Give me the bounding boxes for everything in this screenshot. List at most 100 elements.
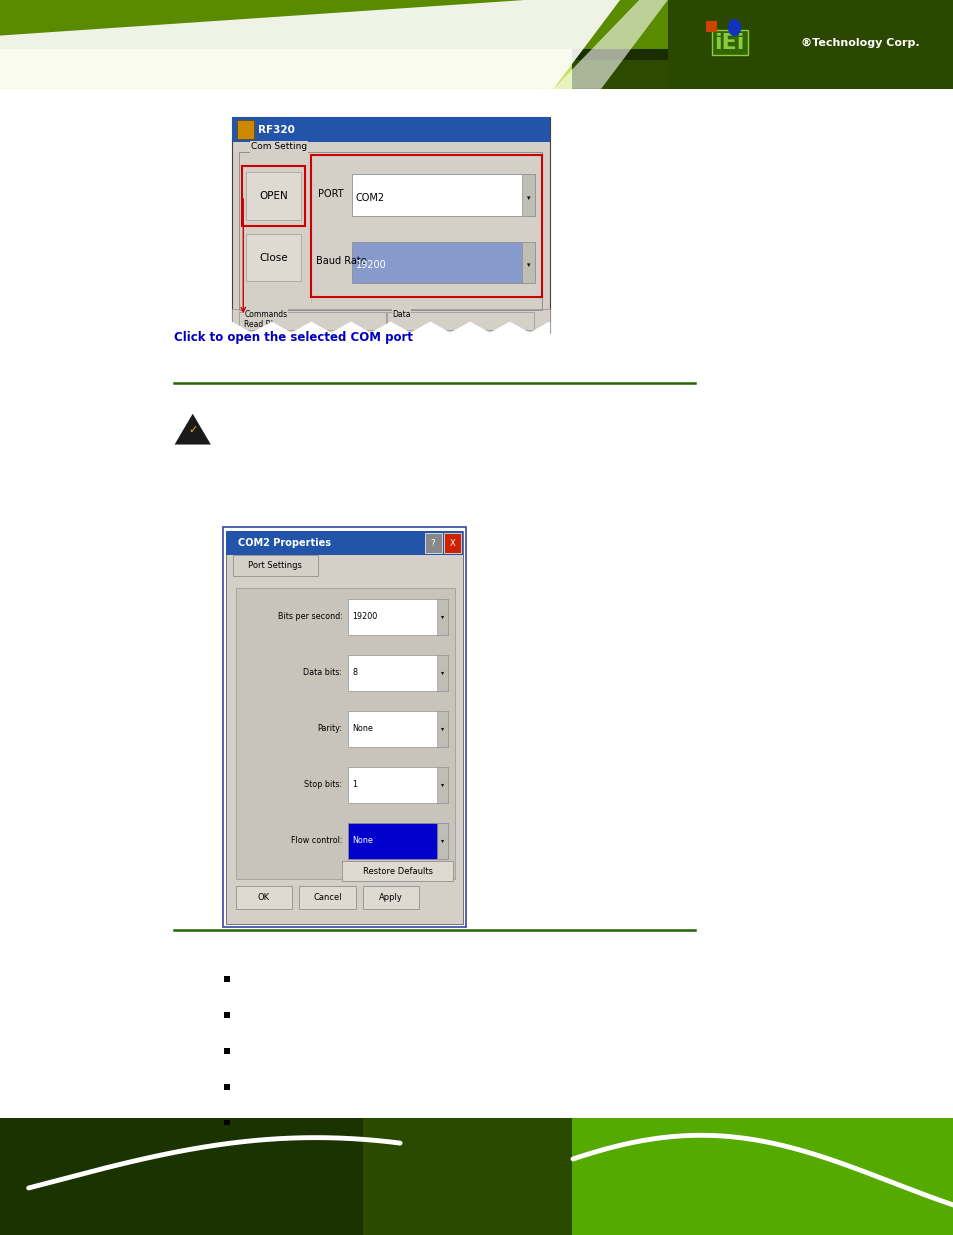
Bar [246,233,301,282]
Bar [226,531,462,924]
Bar [239,152,541,310]
Bar [0,1118,362,1235]
Text: Apply: Apply [378,893,402,902]
Polygon shape [174,414,211,445]
Text: OK: OK [257,893,270,902]
Bar [235,887,293,909]
Bar [224,1120,230,1125]
Text: Bits per second:: Bits per second: [277,613,342,621]
Bar [232,117,549,142]
Bar [436,823,448,860]
Bar [0,49,572,89]
Bar [348,823,448,860]
Bar [443,534,460,553]
Text: Read Bl: Read Bl [244,320,273,329]
Bar [224,977,230,982]
Bar [436,767,448,803]
Polygon shape [553,0,667,89]
Bar [352,174,535,216]
Text: Port Settings: Port Settings [248,561,302,571]
Text: Cancel: Cancel [313,893,341,902]
Bar [246,173,301,220]
Bar [362,887,419,909]
Bar [0,0,953,49]
Bar [348,655,448,692]
Bar [311,156,541,296]
Bar [436,655,448,692]
Bar [242,167,305,226]
Bar [705,21,717,32]
Text: Commands: Commands [244,310,287,319]
Text: ▾: ▾ [440,615,444,620]
Text: ▾: ▾ [440,839,444,844]
Polygon shape [0,0,619,89]
Text: Stop bits:: Stop bits: [304,781,342,789]
Text: ✓: ✓ [188,425,197,435]
Text: Close: Close [259,253,288,263]
Text: OPEN: OPEN [259,191,288,201]
Text: Click to open the selected COM port: Click to open the selected COM port [173,331,413,345]
Text: ?: ? [431,538,435,548]
Bar [224,1013,230,1018]
Bar [0,1118,953,1235]
Bar [436,710,448,747]
Text: X: X [449,538,455,548]
Bar [232,309,549,333]
Bar [362,1118,572,1235]
Bar [226,531,462,556]
Text: Restore Defaults: Restore Defaults [362,867,432,876]
Polygon shape [232,322,549,336]
Bar [348,710,448,747]
Bar [236,121,253,140]
Text: ▾: ▾ [440,671,444,676]
Text: Data: Data [392,310,411,319]
Text: Flow control:: Flow control: [291,836,342,845]
Text: None: None [352,725,373,734]
Bar [235,588,455,878]
Text: ▾: ▾ [526,262,530,268]
Text: 19200: 19200 [355,261,386,270]
Text: Parity:: Parity: [317,725,342,734]
Bar [224,1084,230,1089]
Text: 19200: 19200 [352,613,376,621]
Text: RF320: RF320 [257,125,294,135]
Bar [232,117,549,333]
Bar [299,887,355,909]
Text: None: None [352,836,373,845]
Bar [667,0,953,89]
Text: Data bits:: Data bits: [303,668,342,678]
Text: 1: 1 [352,781,356,789]
Bar [619,1118,953,1235]
Bar [0,1118,953,1235]
Bar [352,242,535,283]
Text: ®Technology Corp.: ®Technology Corp. [801,37,919,48]
Text: ▾: ▾ [526,195,530,201]
Bar [387,312,533,330]
Text: COM2 Properties: COM2 Properties [237,538,330,548]
Text: PORT: PORT [317,189,343,199]
Bar [0,0,953,89]
Bar [239,312,385,330]
Bar [0,49,953,61]
Bar [424,534,441,553]
Bar [436,599,448,635]
Bar [341,861,453,882]
Bar [362,1118,953,1235]
Bar [348,767,448,803]
Text: ▾: ▾ [440,783,444,788]
Text: Baud Rate: Baud Rate [315,256,366,267]
Text: COM2: COM2 [355,193,385,203]
Bar [667,0,953,89]
Text: ▾: ▾ [440,726,444,731]
Bar [223,527,465,927]
Text: Com Setting: Com Setting [251,142,307,152]
Bar [667,0,953,89]
Text: iEi: iEi [714,32,744,53]
Circle shape [727,19,740,36]
Text: 8: 8 [352,668,356,678]
Bar [521,242,535,283]
Bar [348,599,448,635]
Bar [233,556,317,576]
Bar [224,1049,230,1053]
Bar [521,174,535,216]
